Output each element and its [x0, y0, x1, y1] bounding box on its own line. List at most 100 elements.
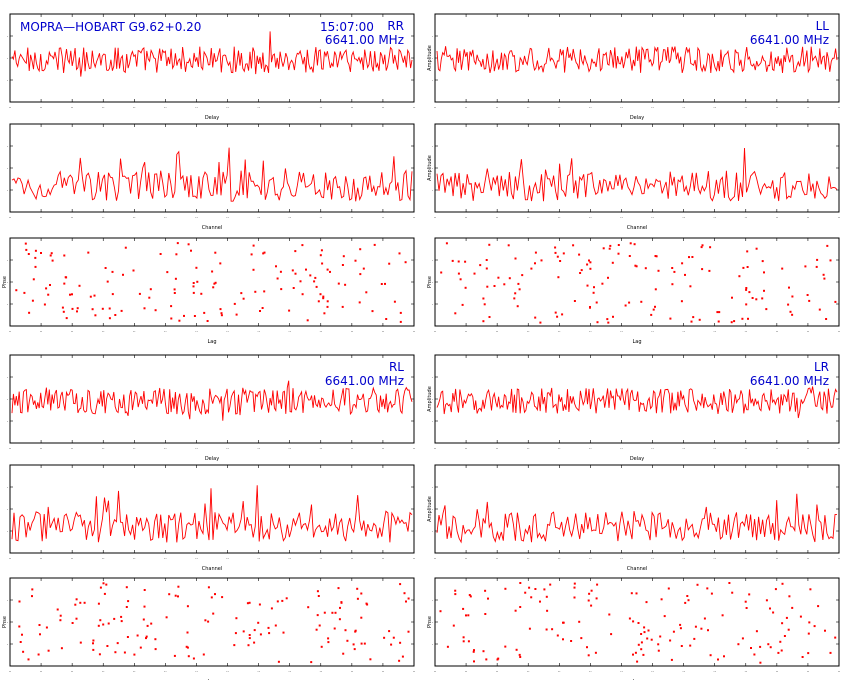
scatter-point [521, 274, 524, 277]
scatter-point [608, 247, 611, 250]
scatter-point [612, 315, 614, 318]
frequency-label: 6641.00 MHz [325, 33, 404, 47]
scatter-point [360, 616, 363, 619]
scatter-point [524, 591, 527, 594]
scatter-point [488, 243, 491, 246]
scatter-point [787, 628, 790, 631]
scatter-point [464, 260, 467, 263]
scatter-point [693, 637, 696, 640]
x-tick-label: ·· [434, 215, 437, 220]
x-tick-label: ·· [838, 669, 841, 674]
x-tick-label: ·· [527, 105, 530, 110]
scatter-point [192, 282, 195, 284]
x-tick-label: ·· [164, 556, 167, 561]
scatter-point [816, 258, 819, 261]
scatter-point [573, 586, 576, 589]
scatter-point [282, 631, 285, 634]
x-tick-label: ·· [226, 669, 229, 674]
x-tick-label: ·· [807, 446, 810, 451]
scatter-point [628, 255, 631, 257]
scatter-point [777, 651, 780, 654]
x-tick-label: ·· [589, 105, 592, 110]
series-line [11, 147, 413, 202]
scatter-point [148, 296, 151, 299]
x-tick-label: ·· [9, 215, 12, 220]
scatter-point [709, 246, 712, 249]
scatter-point [186, 605, 189, 608]
stokes-label: RL [389, 360, 404, 374]
y-axis-title: Phse [2, 276, 8, 288]
scatter-point [384, 282, 386, 285]
scatter-point [276, 277, 279, 280]
scatter-point [673, 270, 676, 273]
scatter-point [267, 626, 270, 629]
x-tick-label: ·· [713, 669, 716, 674]
scatter-point [692, 316, 695, 319]
scatter-point [815, 265, 818, 268]
scatter-point [299, 280, 302, 283]
x-tick-label: ·· [558, 329, 561, 334]
scatter-point [111, 270, 114, 273]
x-tick-label: ·· [651, 215, 654, 220]
scatter-point [633, 243, 636, 246]
scatter-point [642, 653, 645, 656]
scatter-point [751, 297, 754, 299]
scatter-point [595, 597, 598, 600]
scatter-point [98, 653, 101, 656]
scatter-point [62, 310, 65, 313]
scatter-point [327, 641, 330, 644]
x-tick-label: ·· [465, 329, 468, 334]
scatter-point [294, 272, 297, 275]
scatter-point [482, 650, 485, 653]
scatter-point [606, 318, 609, 321]
x-tick-label: ·· [71, 556, 74, 561]
scatter-point [765, 599, 768, 602]
scatter-point [125, 586, 128, 589]
scatter-point [79, 641, 82, 644]
scatter-point [37, 653, 40, 656]
scatter-point [275, 265, 277, 268]
scatter-point [562, 621, 565, 624]
scatter-point [590, 604, 593, 607]
scatter-point [120, 615, 123, 618]
x-tick-label: ·· [465, 215, 468, 220]
scatter-point [589, 261, 592, 264]
y-axis-title: Phse [427, 276, 433, 288]
x-tick-label: ·· [102, 329, 105, 334]
x-tick-label: ·· [682, 446, 685, 451]
x-tick-label: ·· [195, 446, 198, 451]
x-tick-label: ·· [713, 556, 716, 561]
scatter-point [363, 642, 366, 645]
x-tick-label: ·· [496, 446, 499, 451]
scatter-point [19, 641, 22, 643]
y-tick-label: · [432, 34, 433, 39]
plot-lr-channel: ·· ·· ·· ·· ·· ·· ·· ·· ·· ·· ·· ·· ·· ·····ChannelAm… [427, 464, 840, 572]
scatter-point [327, 637, 330, 640]
scatter-point [528, 586, 531, 589]
scatter-point [322, 295, 325, 298]
scatter-point [469, 595, 472, 598]
scatter-point [728, 582, 731, 584]
x-tick-label: ·· [807, 556, 810, 561]
scatter-point [279, 270, 282, 273]
scatter-point [517, 282, 520, 285]
scatter-point [252, 244, 255, 247]
x-tick-label: ·· [465, 446, 468, 451]
scatter-point [83, 601, 86, 604]
scatter-point [242, 630, 245, 633]
scatter-point [59, 619, 62, 622]
scatter-point [487, 597, 489, 600]
scatter-point [761, 297, 764, 300]
scatter-point [700, 627, 703, 630]
x-tick-label: ·· [102, 556, 105, 561]
x-tick-label: ·· [620, 105, 623, 110]
scatter-point [468, 594, 471, 596]
scatter-point [385, 318, 388, 320]
scatter-point [97, 624, 100, 627]
x-tick-label: ·· [164, 105, 167, 110]
x-tick-label: ·· [288, 556, 291, 561]
scatter-point [59, 614, 62, 617]
scatter-point [321, 262, 324, 265]
scatter-point [791, 295, 794, 298]
scatter-point [268, 632, 271, 635]
